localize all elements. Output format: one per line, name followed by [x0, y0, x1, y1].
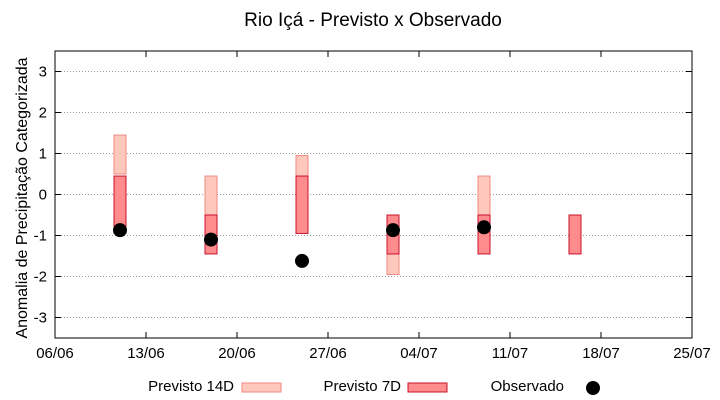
- x-tick-label: 11/07: [492, 345, 528, 362]
- x-tick-label: 06/06: [36, 345, 74, 362]
- y-tick-label: 2: [39, 105, 47, 122]
- bar-previsto-14d: [204, 175, 218, 216]
- legend-label-previsto-14d: Previsto 14D: [148, 378, 234, 395]
- point-observado: [113, 223, 127, 238]
- legend-swatch-previsto-14d: [241, 382, 282, 393]
- legend-marker-observado: [586, 381, 600, 395]
- y-axis: -3 -2 -1 0 1 2 3: [34, 64, 692, 327]
- grid: [55, 71, 692, 318]
- bar-previsto-14d: [386, 253, 400, 275]
- y-tick-label: 0: [39, 187, 47, 204]
- bar-previsto-7d: [568, 214, 582, 255]
- legend-label-observado: Observado: [491, 378, 564, 395]
- y-tick-label: 1: [39, 146, 47, 163]
- plot-marks: [113, 134, 582, 275]
- point-observado: [295, 253, 309, 268]
- y-tick-label: -2: [34, 269, 47, 286]
- point-observado: [477, 220, 491, 235]
- y-axis-label: Anomalia de Precipitação Categorizada: [14, 57, 31, 338]
- x-tick-label: 18/07: [582, 345, 620, 362]
- x-tick-label: 20/06: [218, 345, 256, 362]
- bar-previsto-7d: [295, 175, 309, 234]
- x-tick-label: 04/07: [400, 345, 438, 362]
- x-axis: 06/06 13/06 20/06 27/06 04/07 11/07 18/07 25/07: [36, 51, 711, 362]
- y-tick-label: 3: [39, 64, 47, 81]
- x-tick-label: 25/07: [673, 345, 711, 362]
- x-tick-label: 27/06: [309, 345, 347, 362]
- bar-previsto-14d: [113, 134, 127, 175]
- legend-swatch-previsto-7d: [407, 382, 448, 393]
- chart-title: Rio Içá - Previsto x Observado: [244, 10, 502, 31]
- x-tick-label: 13/06: [127, 345, 165, 362]
- plot-frame: [54, 50, 693, 339]
- point-observado: [386, 223, 400, 238]
- legend-label-previsto-7d: Previsto 7D: [323, 378, 401, 395]
- point-observado: [204, 232, 218, 247]
- legend: Previsto 14D Previsto 7D Observado: [148, 378, 600, 395]
- y-tick-label: -1: [34, 228, 47, 245]
- y-tick-label: -3: [34, 310, 47, 327]
